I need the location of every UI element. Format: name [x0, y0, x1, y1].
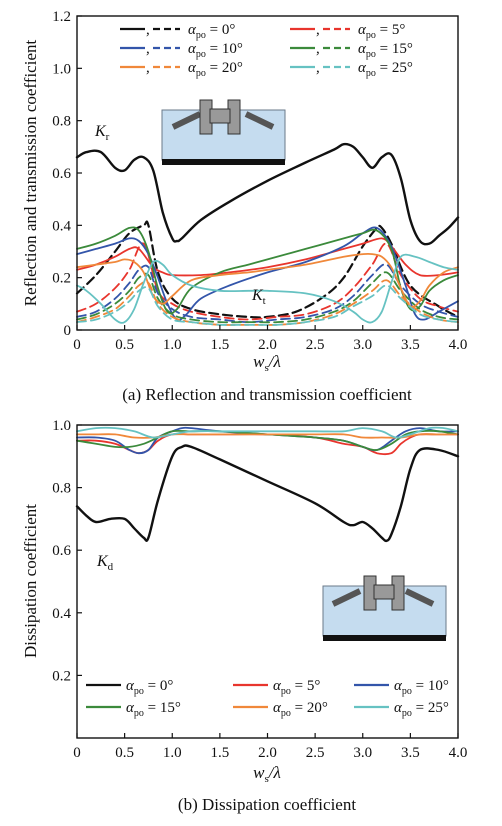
legend-label: αpo = 20°: [273, 700, 328, 719]
panel-a-xlabel: ws/λ: [253, 352, 281, 374]
panel-b-ticks: 0 0.5 1.0 1.5 2.0 2.5 3.0 3.5 4.0 0.2 0.4 0.6 0.8 1.0: [52, 418, 467, 761]
y-tick-label: 0.6: [52, 166, 71, 182]
series-line: [75, 142, 460, 246]
legend-label: αpo = 15°: [358, 41, 413, 60]
legend-label: αpo = 5°: [273, 678, 320, 697]
x-tick-label: 0.5: [115, 337, 134, 353]
x-tick-label: 2.5: [306, 337, 325, 353]
panel-a-caption: (a) Reflection and transmission coeffici…: [122, 385, 412, 404]
legend-separator: ,: [316, 60, 320, 76]
x-tick-label: 0: [73, 337, 81, 353]
x-tick-label: 2.0: [258, 337, 277, 353]
series-line: [76, 237, 459, 277]
panel-a: 0 0.5 1.0 1.5 2.0 2.5 3.0 3.5 4.0 0 0.2 0.4 0.6 0.8 1.…: [21, 9, 467, 404]
panel-a-legend: , αpo = 0°, αpo = 5°, αpo = 10°, αpo = 15°, α…: [120, 22, 413, 79]
legend-separator: ,: [146, 60, 150, 76]
legend-label: αpo = 25°: [358, 60, 413, 79]
x-tick-label: 1.5: [211, 337, 230, 353]
x-tick-label: 0: [73, 745, 81, 761]
legend-entry: , αpo = 15°: [290, 41, 413, 60]
panel-b-xlabel: ws/λ: [253, 763, 281, 785]
panel-a-ylabel: Reflection and transmission coefficient: [21, 40, 40, 307]
legend-label: αpo = 10°: [188, 41, 243, 60]
x-tick-label: 3.5: [401, 745, 420, 761]
y-tick-label: 1.0: [52, 61, 71, 77]
legend-separator: ,: [316, 41, 320, 57]
panel-b: 0 0.5 1.0 1.5 2.0 2.5 3.0 3.5 4.0 0.2 0.4 0.6 0.8 1.0…: [21, 418, 467, 814]
series-line: [76, 433, 459, 439]
series-line: [76, 226, 459, 321]
legend-entry: αpo = 5°: [233, 678, 320, 697]
y-tick-label: 0.2: [52, 668, 71, 684]
x-tick-label: 1.5: [211, 745, 230, 761]
y-tick-label: 0.2: [52, 271, 71, 287]
legend-entry: , αpo = 0°: [120, 22, 235, 41]
x-tick-label: 1.0: [163, 337, 182, 353]
legend-label: αpo = 0°: [126, 678, 173, 697]
y-tick-label: 1.0: [52, 418, 71, 434]
series-line: [76, 426, 459, 439]
legend-entry: αpo = 15°: [86, 700, 181, 719]
legend-separator: ,: [146, 22, 150, 38]
legend-separator: ,: [146, 41, 150, 57]
series-line: [76, 226, 459, 315]
legend-entry: αpo = 25°: [354, 700, 449, 719]
panel-a-ticks: 0 0.5 1.0 1.5 2.0 2.5 3.0 3.5 4.0 0 0.2 0.4 0.6 0.8 1.…: [52, 9, 467, 353]
schematic-icon: [322, 575, 447, 641]
legend-label: αpo = 25°: [394, 700, 449, 719]
legend-label: αpo = 5°: [358, 22, 405, 41]
y-tick-label: 0.8: [52, 481, 71, 497]
legend-entry: , αpo = 20°: [120, 60, 243, 79]
x-tick-label: 3.0: [353, 337, 372, 353]
schematic-icon: [161, 99, 286, 165]
legend-label: αpo = 0°: [188, 22, 235, 41]
series-line: [76, 253, 459, 324]
legend-label: αpo = 15°: [126, 700, 181, 719]
y-tick-label: 1.2: [52, 9, 71, 25]
panel-b-series: [75, 426, 460, 543]
x-tick-label: 4.0: [449, 337, 468, 353]
y-tick-label: 0.4: [52, 218, 71, 234]
y-tick-label: 0.6: [52, 543, 71, 559]
panel-b-legend: αpo = 0° αpo = 5° αpo = 10° αpo = 15° αpo = …: [86, 678, 449, 719]
y-tick-label: 0: [64, 323, 72, 339]
kr-label: Kr: [94, 123, 110, 143]
legend-entry: , αpo = 5°: [290, 22, 405, 41]
x-tick-label: 3.0: [353, 745, 372, 761]
x-tick-label: 4.0: [449, 745, 468, 761]
legend-entry: αpo = 10°: [354, 678, 449, 697]
x-tick-label: 3.5: [401, 337, 420, 353]
kd-label: Kd: [96, 553, 114, 573]
legend-entry: αpo = 20°: [233, 700, 328, 719]
legend-separator: ,: [316, 22, 320, 38]
legend-entry: αpo = 0°: [86, 678, 173, 697]
x-tick-label: 2.0: [258, 745, 277, 761]
legend-label: αpo = 10°: [394, 678, 449, 697]
y-tick-label: 0.4: [52, 606, 71, 622]
kt-label: Kt: [251, 287, 266, 307]
x-tick-label: 1.0: [163, 745, 182, 761]
x-tick-label: 2.5: [306, 745, 325, 761]
legend-entry: , αpo = 10°: [120, 41, 243, 60]
series-line: [76, 242, 459, 321]
series-line: [75, 444, 460, 543]
legend-entry: , αpo = 25°: [290, 60, 413, 79]
panel-b-ylabel: Dissipation coefficient: [21, 504, 40, 658]
series-line: [76, 284, 459, 326]
x-tick-label: 0.5: [115, 745, 134, 761]
panel-a-series: [75, 142, 460, 326]
series-line: [76, 271, 459, 324]
panel-b-caption: (b) Dissipation coefficient: [178, 795, 356, 814]
legend-label: αpo = 20°: [188, 60, 243, 79]
y-tick-label: 0.8: [52, 114, 71, 130]
